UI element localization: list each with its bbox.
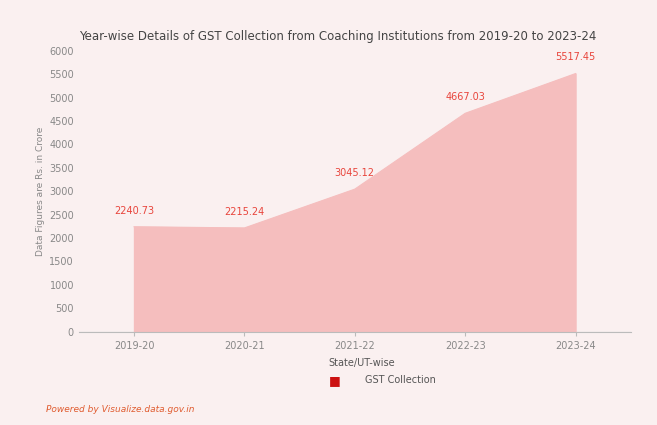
Text: GST Collection: GST Collection — [365, 375, 436, 385]
Text: ■: ■ — [329, 374, 341, 387]
Text: 2215.24: 2215.24 — [224, 207, 265, 217]
Text: 2240.73: 2240.73 — [114, 206, 154, 215]
Text: 5517.45: 5517.45 — [555, 52, 596, 62]
Y-axis label: Data Figures are Rs. in Crore: Data Figures are Rs. in Crore — [36, 127, 45, 256]
Text: 3045.12: 3045.12 — [335, 168, 374, 178]
Text: Year-wise Details of GST Collection from Coaching Institutions from 2019-20 to 2: Year-wise Details of GST Collection from… — [79, 30, 596, 43]
Text: 4667.03: 4667.03 — [445, 92, 485, 102]
Text: State/UT-wise: State/UT-wise — [328, 358, 395, 368]
Text: Powered by Visualize.data.gov.in: Powered by Visualize.data.gov.in — [46, 405, 194, 414]
